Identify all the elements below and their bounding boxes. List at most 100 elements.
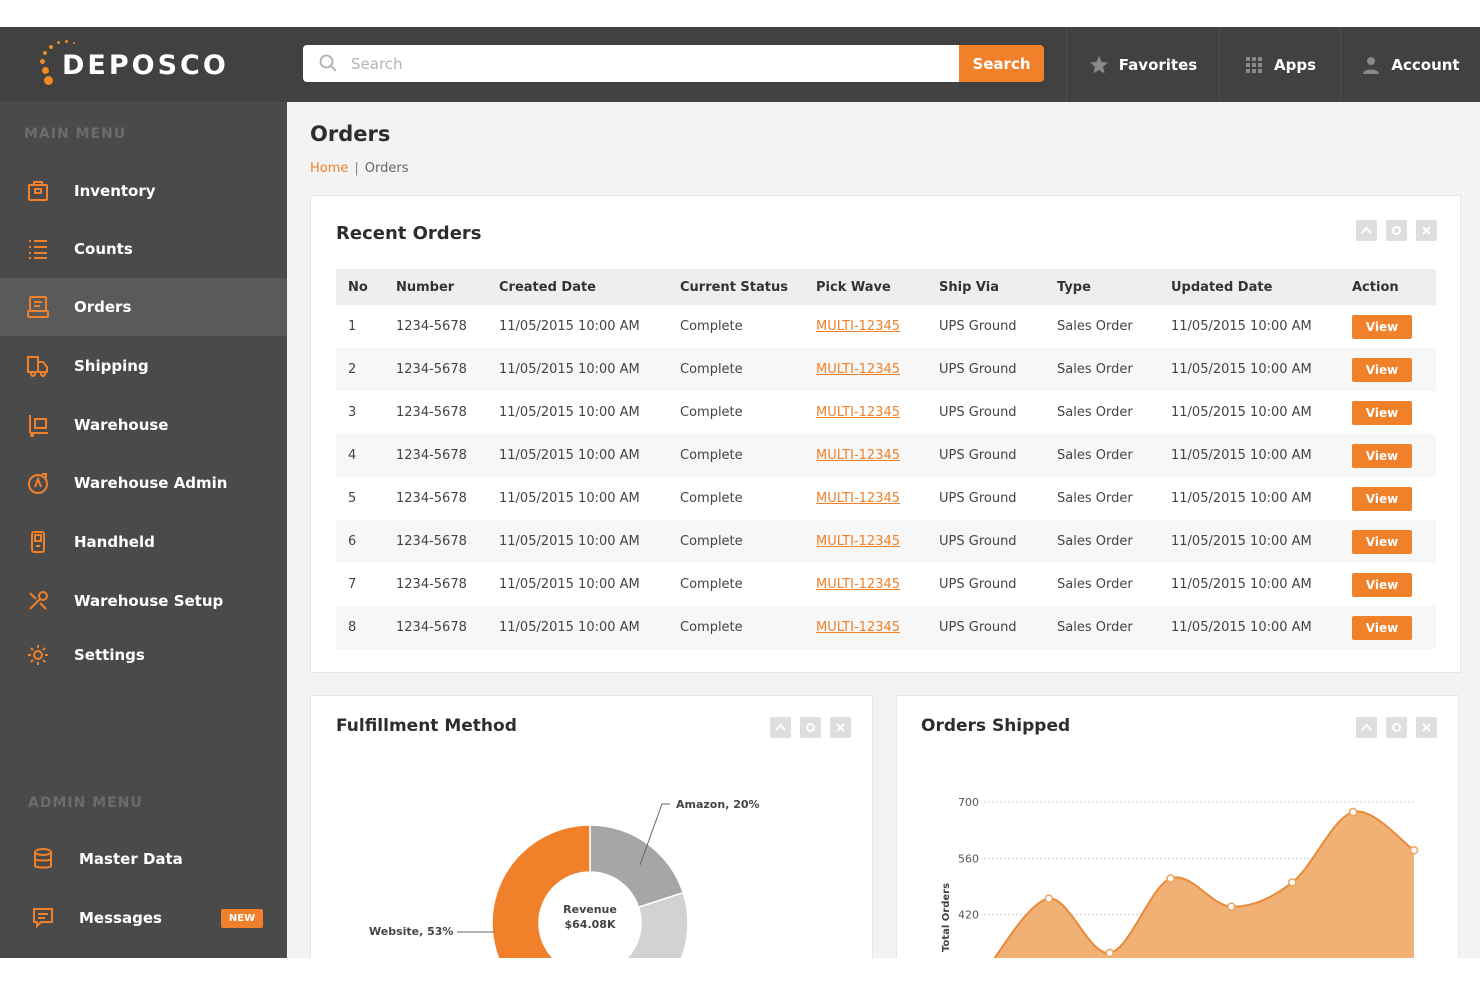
cell-pick-wave: MULTI-12345 [804, 477, 927, 520]
table-row[interactable]: 5 1234-5678 11/05/2015 10:00 AM Complete MUL… [336, 477, 1436, 520]
view-button[interactable]: View [1352, 615, 1412, 640]
gear-icon [1392, 723, 1401, 732]
cell-number: 1234-5678 [384, 606, 487, 649]
close-button[interactable] [1416, 717, 1437, 738]
y-axis-label: Total Orders [941, 883, 952, 952]
sidebar-item-warehouse-admin[interactable]: Warehouse Admin [0, 454, 287, 512]
sidebar-item-handheld[interactable]: Handheld [0, 513, 287, 571]
cell-created: 11/05/2015 10:00 AM [487, 606, 668, 649]
close-icon [1422, 723, 1431, 732]
column-header[interactable]: Created Date [487, 269, 668, 305]
search-button[interactable]: Search [959, 45, 1044, 82]
cell-status: Complete [680, 491, 743, 506]
area-data-point[interactable] [1166, 874, 1175, 883]
sidebar-item-inventory[interactable]: Inventory [0, 162, 287, 220]
sidebar-item-orders[interactable]: Orders [0, 278, 287, 336]
chevron-up-icon [775, 723, 786, 731]
table-row[interactable]: 7 1234-5678 11/05/2015 10:00 AM Complete MUL… [336, 563, 1436, 606]
cell-pick-wave: MULTI-12345 [804, 348, 927, 391]
account-button[interactable]: Account [1340, 27, 1480, 102]
apps-button[interactable]: Apps [1219, 27, 1340, 102]
sidebar-item-label: Inventory [74, 182, 156, 200]
cell-type: Sales Order [1057, 319, 1133, 334]
top-bar: DEPOSCO Search Favorites [0, 27, 1480, 102]
close-button[interactable] [830, 717, 851, 738]
column-header[interactable]: Number [384, 269, 487, 305]
table-row[interactable]: 2 1234-5678 11/05/2015 10:00 AM Complete MUL… [336, 348, 1436, 391]
view-button[interactable]: View [1352, 400, 1412, 425]
area-data-point[interactable] [1348, 807, 1358, 817]
cell-ship-via: UPS Ground [927, 606, 1045, 649]
sidebar-item-messages[interactable]: Messages NEW [0, 889, 287, 947]
cell-type: Sales Order [1045, 348, 1159, 391]
sidebar-item-shipping[interactable]: Shipping [0, 337, 287, 395]
settings-button[interactable] [800, 717, 821, 738]
view-button[interactable]: View [1352, 486, 1412, 511]
view-button[interactable]: View [1352, 572, 1412, 597]
tools-icon [29, 591, 48, 610]
pick-wave-link[interactable]: MULTI-12345 [816, 491, 901, 506]
cell-no: 6 [336, 520, 384, 563]
table-row[interactable]: 3 1234-5678 11/05/2015 10:00 AM Complete MUL… [336, 391, 1436, 434]
view-button[interactable]: View [1352, 443, 1412, 468]
view-button[interactable]: View [1352, 529, 1412, 554]
cell-type: Sales Order [1045, 520, 1159, 563]
collapse-button[interactable] [1356, 717, 1377, 738]
favorites-button[interactable]: Favorites [1066, 27, 1219, 102]
pick-wave-link[interactable]: MULTI-12345 [816, 448, 901, 463]
table-row[interactable]: 1 1234-5678 11/05/2015 10:00 AM Complete MUL… [336, 305, 1436, 348]
table-row[interactable]: 8 1234-5678 11/05/2015 10:00 AM Complete MUL… [336, 606, 1436, 649]
cell-status: Complete [680, 405, 743, 420]
view-button[interactable]: View [1352, 314, 1412, 339]
cell-status: Complete [668, 606, 804, 649]
table-row[interactable]: 6 1234-5678 11/05/2015 10:00 AM Complete MUL… [336, 520, 1436, 563]
area-data-point[interactable] [1288, 878, 1297, 887]
sidebar-item-master-data[interactable]: Master Data [0, 830, 287, 888]
breadcrumb-home-link[interactable]: Home [310, 161, 349, 176]
column-header[interactable]: Ship Via [927, 269, 1045, 305]
sidebar-item-counts[interactable]: Counts [0, 220, 287, 278]
area-data-point[interactable] [1105, 948, 1114, 958]
cell-created: 11/05/2015 10:00 AM [499, 491, 640, 506]
close-button[interactable] [1416, 220, 1437, 241]
orders-shipped-area-chart: 280420560700 Total Orders [941, 796, 1419, 958]
area-data-point[interactable] [1409, 846, 1419, 855]
cell-updated: 11/05/2015 10:00 AM [1159, 348, 1340, 391]
column-header[interactable]: Type [1045, 269, 1159, 305]
sidebar-item-warehouse-setup[interactable]: Warehouse Setup [0, 572, 287, 630]
orders-shipped-controls [1356, 717, 1437, 738]
collapse-button[interactable] [770, 717, 791, 738]
pick-wave-link[interactable]: MULTI-12345 [816, 362, 901, 377]
pick-wave-link[interactable]: MULTI-12345 [816, 405, 901, 420]
pick-wave-link[interactable]: MULTI-12345 [816, 319, 901, 334]
column-header[interactable]: Pick Wave [804, 269, 927, 305]
table-row[interactable]: 4 1234-5678 11/05/2015 10:00 AM Complete MUL… [336, 434, 1436, 477]
settings-button[interactable] [1386, 717, 1407, 738]
pick-wave-link[interactable]: MULTI-12345 [816, 534, 901, 549]
message-icon [33, 908, 53, 929]
cell-ship-via: UPS Ground [939, 405, 1017, 420]
area-data-point[interactable] [1044, 894, 1054, 903]
cell-ship-via: UPS Ground [939, 577, 1017, 592]
user-icon [1363, 56, 1380, 74]
sidebar-item-warehouse[interactable]: Warehouse [0, 396, 287, 454]
sidebar-item-label: Settings [74, 646, 145, 664]
settings-button[interactable] [1386, 220, 1407, 241]
view-button[interactable]: View [1352, 357, 1412, 382]
star-icon [1089, 55, 1108, 73]
pie-slice-other[interactable] [600, 891, 689, 958]
deposco-logo[interactable]: DEPOSCO [38, 39, 258, 89]
area-data-point[interactable] [1227, 902, 1236, 911]
search-input[interactable] [351, 45, 951, 82]
cell-number: 1234-5678 [384, 348, 487, 391]
sidebar-item-label: Shipping [74, 357, 149, 375]
sidebar-item-label: Warehouse Setup [74, 592, 224, 610]
grid-icon [1245, 56, 1262, 73]
pick-wave-link[interactable]: MULTI-12345 [816, 620, 901, 635]
pick-wave-link[interactable]: MULTI-12345 [816, 577, 901, 592]
collapse-button[interactable] [1356, 220, 1377, 241]
column-header[interactable]: Updated Date [1159, 269, 1340, 305]
sidebar-item-settings[interactable]: Settings [0, 626, 287, 684]
column-header[interactable]: No [336, 269, 384, 305]
column-header[interactable]: Current Status [668, 269, 804, 305]
